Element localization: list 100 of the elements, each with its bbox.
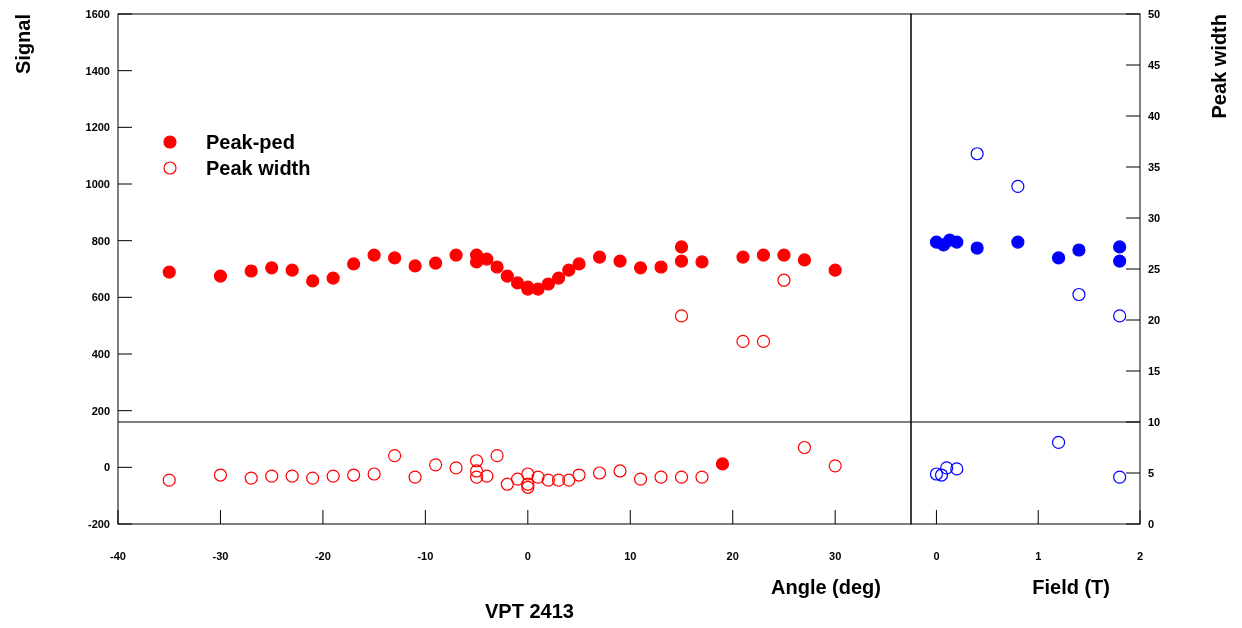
point: [674, 254, 689, 268]
y-tick-label: -200: [87, 518, 110, 530]
point: [429, 256, 443, 270]
x-axis-title: Angle (deg): [771, 576, 881, 598]
legend-label: Peak-ped: [206, 131, 295, 153]
y-tick-label: 1400: [85, 64, 110, 77]
x-tick-label: 0: [524, 550, 531, 562]
y-tick-label: 400: [91, 348, 110, 360]
x-tick-label: -30: [212, 550, 229, 562]
point: [777, 248, 791, 262]
point: [244, 264, 258, 278]
point: [613, 464, 627, 478]
point: [531, 470, 545, 484]
point: [970, 147, 984, 161]
point: [347, 257, 361, 271]
point: [695, 255, 709, 269]
x-tick-label: -40: [110, 550, 126, 562]
point: [162, 265, 176, 279]
point: [756, 248, 771, 262]
point: [736, 250, 750, 264]
point: [449, 461, 463, 475]
y2-tick-label: 40: [1148, 110, 1161, 122]
point: [388, 251, 402, 265]
point: [929, 467, 944, 481]
point: [1113, 309, 1127, 323]
point: [551, 473, 566, 487]
point: [306, 471, 320, 485]
point: [521, 467, 535, 481]
point: [592, 250, 607, 264]
y-tick-label: 1600: [85, 8, 110, 20]
point: [347, 468, 361, 482]
point: [306, 274, 320, 288]
point: [367, 467, 381, 481]
point: [408, 259, 422, 273]
y2-tick-label: 20: [1148, 314, 1161, 326]
y2-tick-label: 5: [1148, 467, 1155, 479]
point: [541, 473, 555, 487]
y-tick-label: 1000: [85, 178, 110, 190]
point: [1011, 179, 1025, 193]
point: [736, 334, 750, 349]
y2-tick-label: 30: [1148, 212, 1161, 224]
point: [1113, 470, 1127, 484]
point: [500, 477, 514, 491]
point: [950, 462, 964, 476]
point: [1011, 235, 1025, 249]
point: [695, 470, 709, 484]
point: [265, 469, 279, 483]
point: [940, 461, 954, 475]
point: [1072, 243, 1086, 257]
point: [613, 254, 627, 268]
point: [469, 454, 484, 468]
y-tick-label: 800: [91, 234, 110, 247]
point: [756, 334, 771, 349]
point: [633, 261, 648, 275]
point: [1113, 240, 1127, 254]
point: [244, 471, 258, 485]
x-tick-label: -20: [314, 550, 331, 562]
point: [469, 470, 484, 484]
y2-tick-label: 10: [1148, 416, 1161, 428]
x-tick-label: -10: [417, 550, 434, 562]
point: [265, 261, 279, 275]
point: [408, 470, 422, 484]
point: [490, 260, 504, 274]
point: [934, 468, 949, 482]
point: [572, 468, 586, 482]
point: [654, 470, 668, 484]
point: [285, 469, 299, 483]
point: [1072, 287, 1086, 302]
x-tick-label: 1: [1035, 550, 1042, 562]
point: [797, 440, 812, 455]
point: [490, 449, 504, 463]
point: [828, 459, 842, 473]
x-tick-label: 10: [624, 550, 637, 562]
point: [970, 241, 984, 255]
point: [633, 472, 648, 486]
x-tick-label: 30: [829, 550, 842, 562]
point: [674, 470, 689, 484]
point: [797, 253, 812, 267]
y-tick-label: 600: [91, 291, 110, 304]
y2-tick-label: 35: [1148, 161, 1161, 173]
point: [480, 469, 494, 483]
x-axis-title: Field (T): [1032, 576, 1110, 598]
point: [388, 449, 402, 463]
y2-tick-label: 0: [1148, 518, 1155, 530]
point: [469, 464, 484, 478]
x-tick-label: 2: [1136, 550, 1144, 562]
y2-tick-label: 25: [1148, 263, 1161, 275]
y2-tick-label: 15: [1148, 365, 1161, 377]
y-tick-label: 200: [91, 404, 110, 417]
point: [480, 252, 494, 266]
point: [674, 240, 689, 254]
point: [572, 257, 586, 271]
point: [326, 469, 340, 483]
point: [531, 282, 545, 296]
point: [326, 271, 340, 285]
point: [213, 468, 228, 482]
point: [1051, 251, 1066, 265]
point: [562, 473, 576, 487]
point: [285, 263, 299, 277]
y-tick-label: 1200: [85, 121, 110, 134]
